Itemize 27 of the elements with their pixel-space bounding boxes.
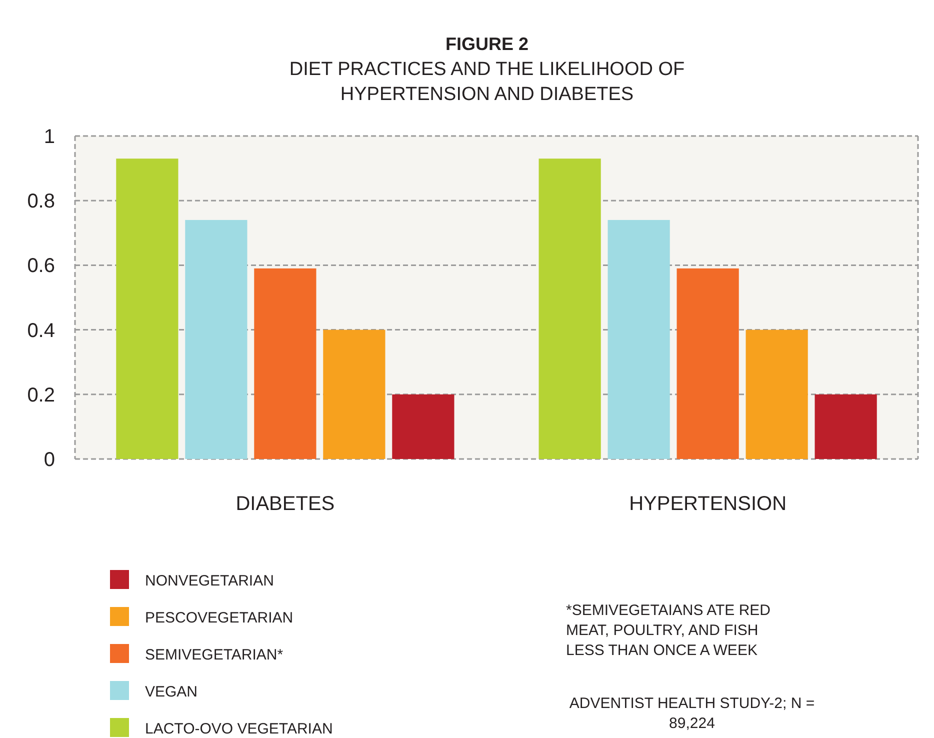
bar <box>746 330 808 459</box>
x-tick-label: HYPERTENSION <box>629 493 787 515</box>
bar <box>185 220 248 459</box>
bar <box>392 394 454 459</box>
y-tick-label: 0.6 <box>27 255 55 278</box>
bar <box>814 394 877 459</box>
y-tick-label: 0.2 <box>27 384 55 406</box>
bar <box>323 330 386 459</box>
chart-subtitle: DIET PRACTICES AND THE LIKELIHOOD OF HYPERTENSION AND DIABETES <box>289 59 685 105</box>
y-tick-label: 0 <box>44 449 55 471</box>
chart-title: FIGURE 2 <box>445 34 529 54</box>
bar <box>538 158 601 459</box>
text: *SEMIVEGETAIANS ATE RED MEAT, POULTRY, AND FISH LESS THAN ONCE A WEEK <box>566 602 771 659</box>
legend-label: NONVEGETARIAN <box>145 572 274 590</box>
text: ADVENTIST HEALTH STUDY-2; N = 89,224 <box>569 695 815 732</box>
y-tick-label: 1 <box>44 126 55 148</box>
y-tick-label: 0.8 <box>27 190 55 213</box>
y-tick-label: 0.4 <box>27 320 55 342</box>
legend-label: PESCOVEGETARIAN <box>145 609 294 626</box>
bar <box>254 268 316 459</box>
x-tick-label: DIABETES <box>236 493 335 515</box>
bar <box>608 220 670 459</box>
bar <box>676 268 739 459</box>
legend-label: LACTO-OVO VEGETARIAN <box>145 720 333 738</box>
legend-label: VEGAN <box>145 683 198 700</box>
legend-label: SEMIVEGETARIAN* <box>145 646 284 664</box>
bar <box>116 158 178 459</box>
